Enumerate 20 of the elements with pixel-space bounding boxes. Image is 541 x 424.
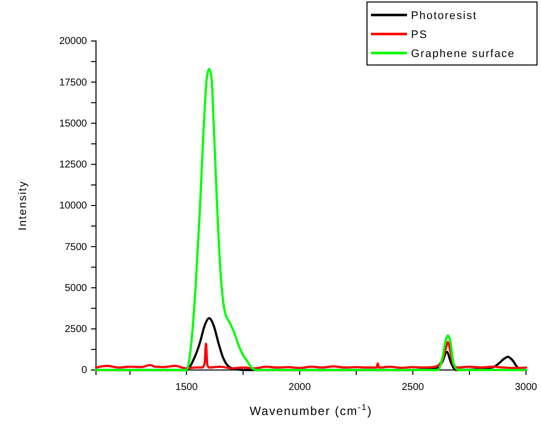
legend-label: Photoresist — [411, 10, 478, 22]
y-tick-label: 20000 — [59, 36, 88, 48]
y-tick-label: 15000 — [59, 118, 88, 130]
legend-label: Graphene surface — [411, 48, 516, 60]
x-tick-label: 3000 — [514, 382, 538, 394]
x-tick-label: 2000 — [288, 382, 312, 394]
line-series — [94, 68, 528, 372]
y-tick-label: 0 — [81, 365, 88, 376]
y-tick-label: 12500 — [59, 160, 88, 171]
x-tick-label: 2500 — [402, 382, 424, 394]
y-tick-label: 2500 — [64, 324, 88, 336]
line-series — [94, 340, 528, 370]
y-tick-label: 10000 — [59, 200, 88, 212]
y-tick-label: 17500 — [59, 77, 88, 88]
y-tick-label: 7500 — [64, 242, 88, 253]
x-axis-title: Wavenumber (cm$^{-1}$) — [250, 402, 372, 418]
y-tick-label: 5000 — [64, 282, 88, 294]
x-tick-label: 1500 — [175, 382, 198, 394]
legend-label: PS — [411, 29, 428, 41]
y-axis-title: Intensity — [17, 180, 29, 230]
